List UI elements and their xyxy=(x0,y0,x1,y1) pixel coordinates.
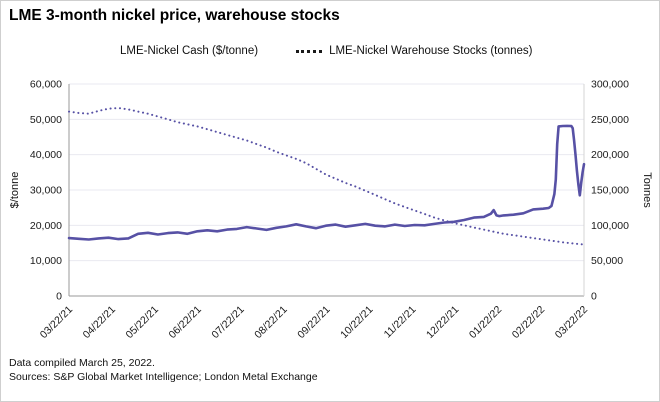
y-left-tick-label: 20,000 xyxy=(30,220,62,232)
legend-item-cash: LME-Nickel Cash ($/tonne) xyxy=(87,45,258,57)
y-left-tick-label: 40,000 xyxy=(30,149,62,161)
dotted-line-swatch-icon xyxy=(296,49,323,53)
x-tick-label: 09/22/21 xyxy=(295,304,332,341)
y-left-tick-label: 10,000 xyxy=(30,255,62,267)
legend-item-stocks: LME-Nickel Warehouse Stocks (tonnes) xyxy=(296,45,533,57)
y-right-tick-label: 150,000 xyxy=(591,185,629,197)
y-right-tick-label: 300,000 xyxy=(591,79,629,91)
x-tick-label: 05/22/21 xyxy=(124,304,161,341)
y-left-tick-label: 60,000 xyxy=(30,79,62,91)
y-left-tick-label: 0 xyxy=(56,291,62,303)
x-tick-label: 06/22/21 xyxy=(166,304,203,341)
y-left-tick-label: 30,000 xyxy=(30,185,62,197)
x-tick-label: 12/22/21 xyxy=(424,304,461,341)
left-axis-title: $/tonne xyxy=(9,171,21,209)
y-left-tick-label: 50,000 xyxy=(30,114,62,126)
cash-price-line xyxy=(67,124,586,241)
y-right-tick-label: 100,000 xyxy=(591,220,629,232)
footnote-sources: Sources: S&P Global Market Intelligence;… xyxy=(9,371,318,383)
axis-lines xyxy=(68,84,585,297)
footnote: Data compiled March 25, 2022. Sources: S… xyxy=(9,356,318,384)
footnote-compiled: Data compiled March 25, 2022. xyxy=(9,357,155,369)
x-tick-label: 08/22/21 xyxy=(252,304,289,341)
y-right-tick-label: 250,000 xyxy=(591,114,629,126)
x-tick-label: 07/22/21 xyxy=(209,304,246,341)
x-tick-label: 10/22/21 xyxy=(338,304,375,341)
y-right-tick-label: 200,000 xyxy=(591,149,629,161)
data-series xyxy=(67,107,586,246)
legend: LME-Nickel Cash ($/tonne) LME-Nickel War… xyxy=(1,45,659,57)
x-tick-label: 02/22/22 xyxy=(510,304,547,341)
legend-label-cash: LME-Nickel Cash ($/tonne) xyxy=(120,45,259,57)
x-tick-label: 01/22/22 xyxy=(467,304,504,341)
x-tick-label: 11/22/21 xyxy=(382,304,419,341)
warehouse-stocks-line xyxy=(68,107,584,246)
gridlines xyxy=(69,83,584,262)
y-right-tick-label: 0 xyxy=(591,291,597,303)
y-right-tick-label: 50,000 xyxy=(591,255,623,267)
x-tick-label: 04/22/21 xyxy=(81,304,118,341)
page-title: LME 3-month nickel price, warehouse stoc… xyxy=(9,7,340,24)
legend-label-stocks: LME-Nickel Warehouse Stocks (tonnes) xyxy=(329,45,533,57)
right-axis-title: Tonnes xyxy=(641,172,653,208)
x-tick-label: 03/22/22 xyxy=(553,304,590,341)
x-tick-label: 03/22/21 xyxy=(38,304,75,341)
